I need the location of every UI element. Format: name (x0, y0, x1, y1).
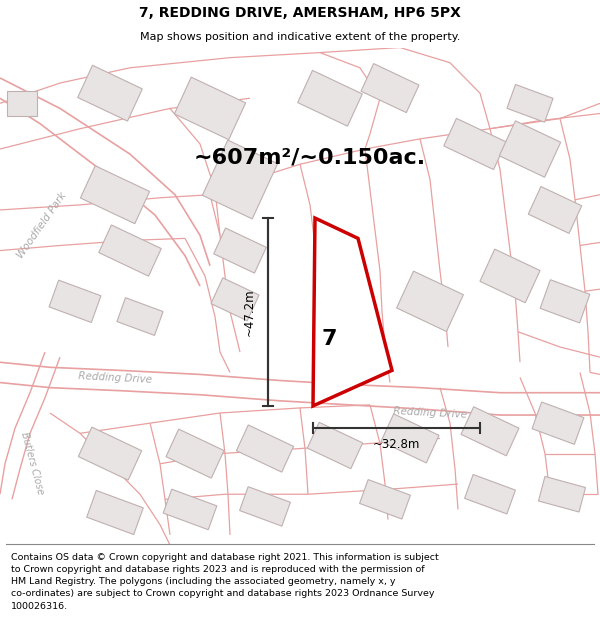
Polygon shape (166, 429, 224, 478)
Polygon shape (480, 249, 540, 302)
Polygon shape (313, 218, 392, 406)
Polygon shape (214, 228, 266, 273)
Polygon shape (236, 425, 293, 472)
Polygon shape (239, 487, 290, 526)
Polygon shape (532, 402, 584, 444)
Polygon shape (49, 280, 101, 322)
Polygon shape (464, 474, 515, 514)
Polygon shape (202, 140, 278, 219)
Text: 7, REDDING DRIVE, AMERSHAM, HP6 5PX: 7, REDDING DRIVE, AMERSHAM, HP6 5PX (139, 6, 461, 20)
Polygon shape (163, 489, 217, 530)
Text: ~47.2m: ~47.2m (243, 288, 256, 336)
Polygon shape (538, 476, 586, 512)
Polygon shape (79, 427, 142, 480)
Polygon shape (80, 166, 149, 224)
Text: Redding Drive: Redding Drive (78, 371, 152, 384)
Polygon shape (499, 121, 560, 177)
Text: ~607m²/~0.150ac.: ~607m²/~0.150ac. (194, 147, 426, 167)
Polygon shape (87, 491, 143, 534)
Polygon shape (381, 414, 439, 463)
Polygon shape (361, 64, 419, 112)
Polygon shape (397, 271, 463, 331)
Polygon shape (540, 280, 590, 323)
Polygon shape (298, 71, 362, 126)
Polygon shape (307, 422, 362, 469)
Polygon shape (461, 407, 519, 456)
Polygon shape (507, 84, 553, 122)
Text: 7: 7 (322, 329, 337, 349)
Text: Woodfield Park: Woodfield Park (16, 191, 68, 260)
Polygon shape (359, 479, 410, 519)
Text: Contains OS data © Crown copyright and database right 2021. This information is : Contains OS data © Crown copyright and d… (11, 553, 439, 611)
Polygon shape (444, 118, 506, 169)
Polygon shape (7, 91, 37, 116)
Polygon shape (528, 186, 582, 233)
Text: Map shows position and indicative extent of the property.: Map shows position and indicative extent… (140, 32, 460, 42)
Text: ~32.8m: ~32.8m (373, 438, 420, 451)
Polygon shape (211, 278, 259, 321)
Polygon shape (175, 77, 245, 140)
Polygon shape (77, 65, 142, 121)
Polygon shape (99, 225, 161, 276)
Text: Butlers Close: Butlers Close (19, 431, 45, 496)
Text: Redding Drive: Redding Drive (393, 406, 467, 420)
Polygon shape (117, 298, 163, 336)
